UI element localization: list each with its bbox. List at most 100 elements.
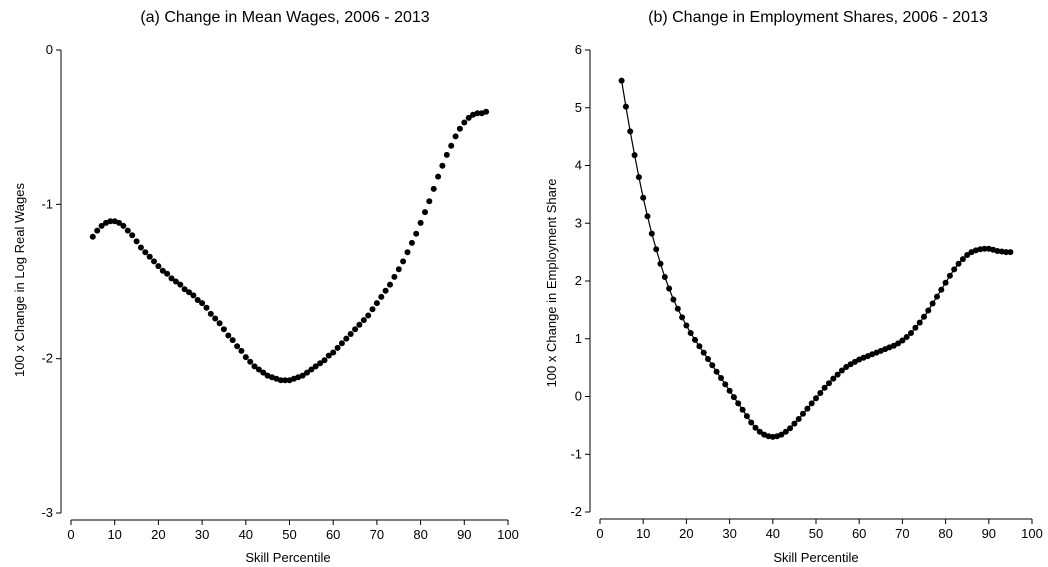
panel-a-data-point (168, 275, 175, 282)
panel-a-data-point (172, 278, 179, 285)
panel-b-data-point (895, 340, 902, 347)
panel-a-data-point (155, 263, 162, 270)
panel-b-y-tick-label: 4 (575, 158, 582, 173)
panel-a-data-point (448, 142, 455, 149)
panel-a-data-point (456, 125, 463, 132)
panel-b-data-point (640, 194, 647, 201)
panel-b-data-point (813, 395, 819, 402)
panel-b-data-point (795, 416, 802, 422)
panel-a-data-point (116, 219, 123, 226)
panel-b-data-point (817, 390, 824, 396)
panel-a-series (89, 108, 490, 384)
panel-a-data-point (317, 360, 324, 367)
panel-a-data-point (299, 372, 306, 379)
panel-b-data-point (700, 349, 707, 356)
panel-a-x-tick-label: 0 (67, 527, 74, 542)
panel-b-x-tick-label: 90 (982, 526, 996, 541)
panel-b-data-point (804, 405, 811, 412)
panel-b-employment: (b) Change in Employment Shares, 2006 - … (544, 9, 1043, 565)
panel-a-data-point (435, 173, 442, 180)
panel-a-data-point (194, 297, 201, 303)
panel-b-data-point (618, 77, 625, 84)
panel-a-data-point (282, 377, 289, 384)
panel-a-data-point (334, 344, 341, 351)
panel-b-x-tick-label: 60 (852, 526, 866, 541)
panel-b-data-point (653, 246, 660, 253)
panel-b-data-point (735, 400, 742, 407)
panel-b-data-point (748, 419, 755, 426)
panel-a-data-point (234, 343, 241, 350)
panel-a-x-tick-label: 40 (239, 527, 253, 542)
panel-a-data-point (159, 267, 166, 274)
panel-b-y-tick-label: -1 (570, 446, 582, 461)
panel-b-x-tick-label: 100 (1021, 526, 1043, 541)
panel-a-data-point (347, 331, 354, 337)
panel-a-data-point (89, 233, 96, 240)
panel-b-x-tick-label: 70 (895, 526, 909, 541)
panel-b-data-point (821, 384, 828, 391)
panel-b-x-tick-label: 50 (809, 526, 823, 541)
panel-a-data-point (229, 337, 236, 344)
panel-a-data-point (124, 227, 131, 234)
panel-b-y-tick-label: -2 (570, 504, 582, 519)
panel-b-data-point (942, 279, 949, 286)
panel-a-data-point (387, 281, 393, 288)
panel-a-data-point (325, 352, 332, 359)
panel-a-data-point (177, 281, 184, 288)
panel-b-data-point (843, 364, 850, 370)
panel-a-data-point (308, 366, 315, 373)
panel-a-data-point (430, 185, 437, 192)
panel-a-x-tick-label: 90 (457, 527, 471, 542)
panel-b-data-point (916, 319, 923, 326)
panel-b-data-point (834, 371, 841, 378)
panel-a-data-point (330, 349, 337, 356)
panel-b-data-point (838, 367, 845, 374)
panel-b-data-point (709, 362, 716, 369)
panel-a-x-tick-label: 20 (151, 527, 165, 542)
panel-a-data-point (146, 253, 153, 260)
panel-a-data-point (400, 258, 407, 265)
panel-b-data-point (800, 410, 806, 417)
panel-b-x-tick-label: 30 (722, 526, 736, 541)
panel-a-data-point (373, 300, 380, 307)
panel-a-data-point (422, 209, 428, 216)
panel-a-title: (a) Change in Mean Wages, 2006 - 2013 (140, 9, 429, 26)
panel-b-data-point (713, 368, 720, 375)
panel-b-x-tick-label: 80 (938, 526, 952, 541)
panel-a-data-point (151, 258, 157, 265)
panel-b-data-point (912, 324, 919, 331)
panel-a-data-point (260, 369, 267, 376)
panel-b-y-tick-label: 3 (575, 215, 582, 230)
panel-a-data-point (369, 306, 376, 313)
panel-b-data-point (718, 375, 724, 381)
panel-b-data-point (657, 260, 664, 267)
panel-b-data-point (679, 314, 686, 321)
panel-b-data-point (739, 406, 746, 413)
panel-b-data-point (666, 285, 673, 292)
panel-b-data-point (994, 248, 1001, 254)
panel-b-data-point (981, 245, 988, 252)
panel-b-series (618, 77, 1014, 440)
panel-a-data-point (365, 312, 372, 319)
panel-b-data-point (946, 272, 953, 279)
panel-a-data-point (413, 230, 420, 237)
panel-b-data-point (778, 431, 785, 438)
panel-b-y-tick-label: 6 (575, 42, 582, 57)
panel-b-data-point (743, 413, 750, 420)
panel-b-data-point (1003, 249, 1010, 256)
panel-b-y-tick-label: 2 (575, 273, 582, 288)
panel-a-data-point (133, 238, 140, 245)
panel-a-data-point (439, 162, 446, 169)
panel-a-data-point (417, 219, 424, 226)
panel-b-data-point (644, 213, 651, 220)
panel-b-data-point (674, 305, 681, 312)
panel-b-data-point (925, 307, 932, 314)
panel-a-wages: (a) Change in Mean Wages, 2006 - 2013 Sk… (12, 9, 519, 565)
panel-b-data-point (635, 174, 642, 181)
panel-a-y-tick-label: 0 (46, 42, 53, 57)
panel-a-data-point (404, 249, 411, 256)
panel-a-data-point (408, 239, 415, 246)
panel-a-data-point (343, 335, 350, 342)
panel-a-data-point (220, 326, 227, 333)
